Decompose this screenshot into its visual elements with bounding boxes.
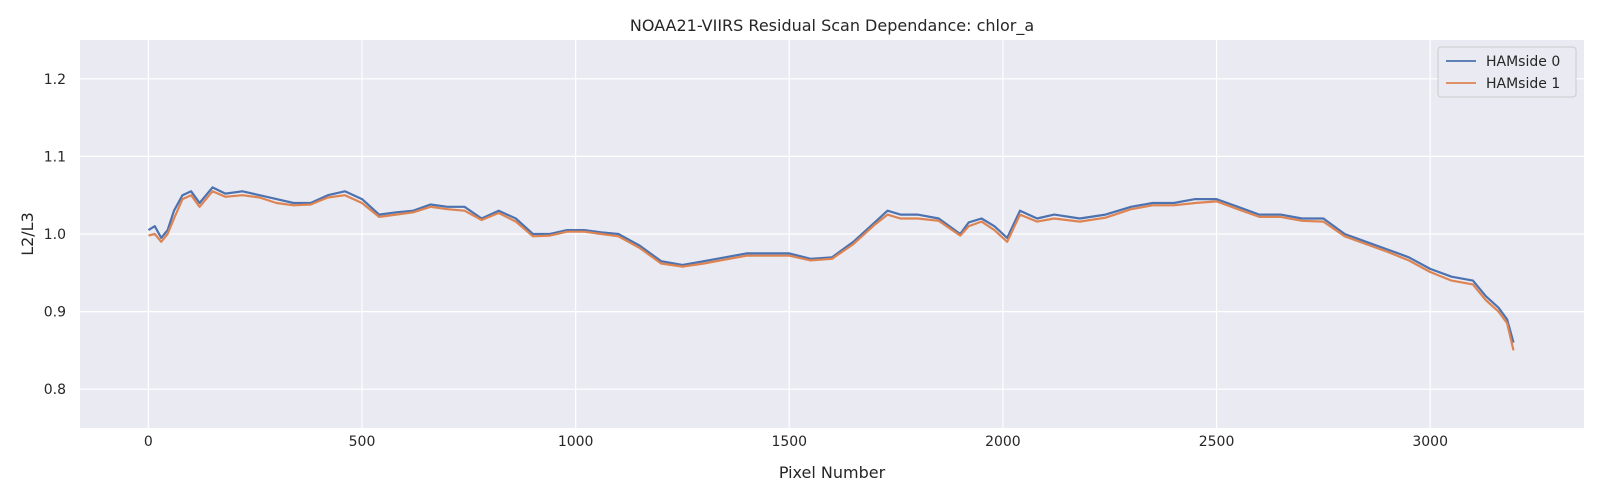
x-tick-labels: 0 500 1000 1500 2000 2500 3000 (144, 434, 1448, 450)
y-tick-label: 1.0 (44, 227, 66, 243)
legend-box (1437, 46, 1577, 98)
legend-label-hamside-0: HAMside 0 (1486, 54, 1560, 70)
x-tick-label: 0 (144, 434, 153, 450)
x-tick-label: 500 (349, 434, 376, 450)
series-lines (147, 186, 1515, 351)
y-tick-label: 0.9 (44, 305, 66, 321)
y-tick-label: 1.1 (44, 149, 66, 165)
legend-label-hamside-1: HAMside 1 (1486, 76, 1560, 92)
y-tick-label: 0.8 (44, 382, 66, 398)
chart-title: NOAA21-VIIRS Residual Scan Dependance: c… (630, 16, 1034, 36)
x-tick-label: 2500 (1199, 434, 1235, 450)
grid-lines (80, 40, 1584, 428)
y-tick-labels: 0.8 0.9 1.0 1.1 1.2 (44, 72, 66, 398)
x-tick-label: 1500 (771, 434, 807, 450)
x-axis-title: Pixel Number (779, 463, 886, 482)
y-tick-label: 1.2 (44, 72, 66, 88)
legend: HAMside 0 HAMside 1 (1437, 46, 1577, 98)
series-line-hamside-1 (148, 190, 1515, 351)
y-axis-title: L2/L3 (18, 212, 37, 256)
series-line-hamside-0 (147, 186, 1515, 343)
x-tick-label: 3000 (1412, 434, 1448, 450)
x-tick-label: 2000 (985, 434, 1021, 450)
x-tick-label: 1000 (558, 434, 594, 450)
